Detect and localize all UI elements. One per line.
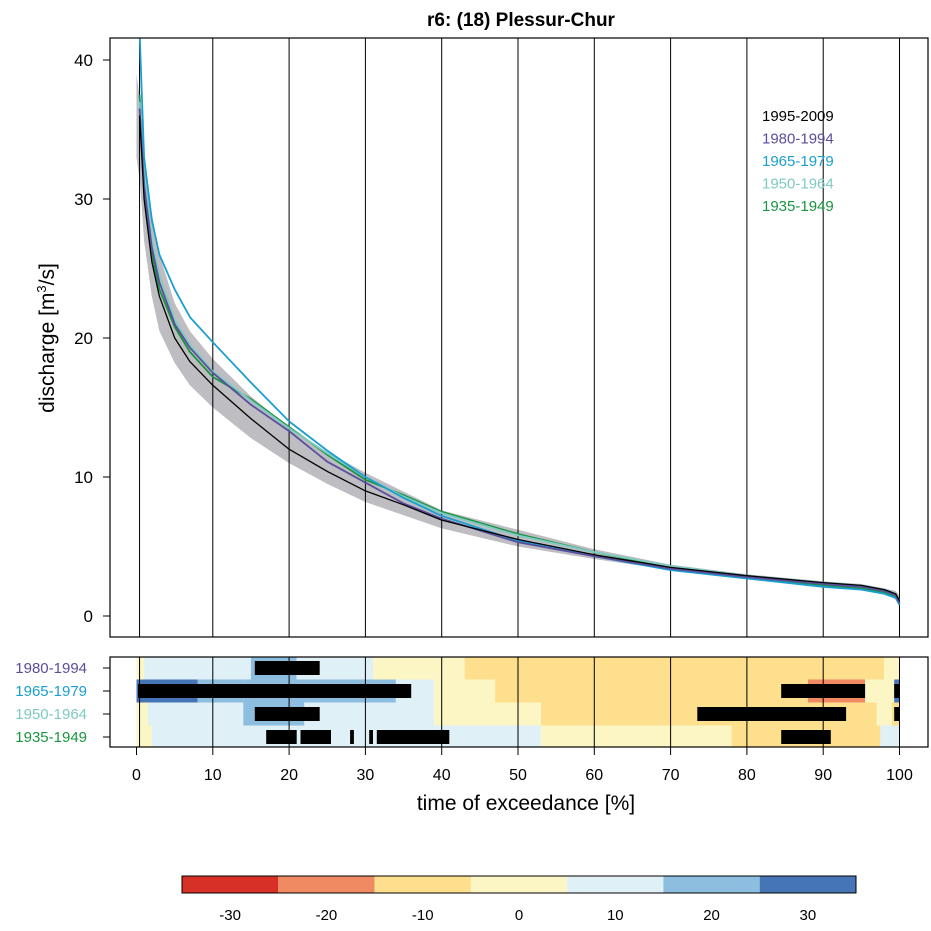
colorbar: -30 -20 -10 0 10 20 30 [181,875,857,924]
heatmap-cell [136,657,145,680]
main-chart: r6: (18) Plessur-Chur 0 10 20 30 40 discharg… [34,10,929,638]
x-tick-label: 100 [886,767,913,784]
significance-bar [894,684,900,698]
significance-bar [376,730,450,744]
x-tick-label: 20 [280,767,298,784]
colorbar-tick-label: -20 [316,907,338,924]
heatmap-cell [865,679,895,703]
significance-bar [350,730,354,744]
series-line-1995-2009 [138,115,901,602]
y-tick-label: 30 [74,190,93,209]
significance-bar [781,730,831,744]
significance-bar [369,730,373,744]
heatmap-cell [464,657,885,680]
x-tick-label: 60 [585,767,603,784]
main-plot-frame [109,37,929,638]
y-axis-label-superscript: 3 [34,285,49,292]
legend: 1995-2009 1980-1994 1965-1979 1950-1964 1935… [762,108,834,215]
legend-entry: 1935-1949 [762,198,834,215]
legend-entry: 1950-1964 [762,176,834,193]
colorbar-bin [278,876,375,893]
row-label: 1965-1979 [15,683,87,700]
difference-heatmap: 1980-1994 1965-1979 1950-1964 1935-1949 0 10… [15,656,929,815]
row-label: 1980-1994 [15,660,87,677]
y-axis-label-end: /s] [36,263,59,285]
y-tick-label: 40 [74,51,93,70]
heatmap-cell [304,702,435,726]
x-tick-label: 50 [509,767,527,784]
legend-entry: 1980-1994 [762,131,834,148]
colorbar-bin [759,876,856,893]
heatmap-cell [495,679,808,703]
x-tick-label: 30 [357,767,375,784]
plot-content [136,38,901,637]
heatmap-cell [136,702,148,726]
heatmap-cell [876,702,892,726]
x-tick-label: 70 [662,767,680,784]
series-line-1965-1979 [138,38,901,606]
colorbar-tick-label: -10 [412,907,434,924]
heatmap-row-labels: 1980-1994 1965-1979 1950-1964 1935-1949 [15,660,110,746]
chart-title: r6: (18) Plessur-Chur [427,10,616,31]
reference-band [136,73,900,603]
y-axis: 0 10 20 30 40 [74,51,110,626]
y-tick-label: 10 [74,468,93,487]
heatmap-cell [373,657,465,680]
heatmap-cell [434,679,496,703]
legend-entry: 1965-1979 [762,153,834,170]
colorbar-tick-label: 0 [515,907,523,924]
colorbar-bin [663,876,760,893]
significance-markers [138,661,900,744]
heatmap-grid [139,657,900,747]
significance-bar [300,730,331,744]
significance-bar [697,707,847,721]
colorbar-tick-label: -30 [219,907,241,924]
y-axis-label: discharge [m3/s] [34,263,59,413]
heatmap-cell [540,725,732,747]
heatmap-cell [884,657,900,680]
significance-bar [138,684,412,698]
colorbar-tick-label: 30 [800,907,817,924]
series-line-1935-1949 [138,94,901,604]
x-tick-label: 0 [132,767,141,784]
y-tick-label: 0 [84,607,93,626]
legend-entry: 1995-2009 [762,108,834,125]
series-line-1980-1994 [138,108,901,604]
x-tick-label: 90 [814,767,832,784]
colorbar-tick-label: 10 [607,907,624,924]
row-label: 1950-1964 [15,706,87,723]
heatmap-cell [151,725,541,747]
colorbar-bin [470,876,568,893]
colorbar-tick-label: 20 [703,907,720,924]
x-axis-label: time of exceedance [%] [417,792,635,815]
heatmap-cell [880,725,900,747]
x-tick-label: 10 [204,767,222,784]
heatmap-cell [147,702,244,726]
colorbar-bin [567,876,664,893]
significance-bar [254,661,320,675]
significance-bar [781,684,866,698]
main-plot-area [136,38,901,637]
colorbar-frame [181,875,857,894]
x-tick-label: 80 [738,767,756,784]
significance-bar [254,707,320,721]
y-axis-label-main: discharge [m [36,293,59,413]
significance-bar [894,707,900,721]
x-tick-label: 40 [433,767,451,784]
heatmap-cell [144,657,251,680]
heatmap-cell [434,702,541,726]
x-axis: 0 10 20 30 40 50 60 70 80 90 100 [132,747,913,784]
row-label: 1935-1949 [15,729,87,746]
y-tick-label: 20 [74,329,93,348]
colorbar-bin [182,876,279,893]
significance-bar [266,730,297,744]
heatmap-cell [136,725,152,747]
colorbar-bin [374,876,471,893]
heatmap-frame [109,656,929,748]
